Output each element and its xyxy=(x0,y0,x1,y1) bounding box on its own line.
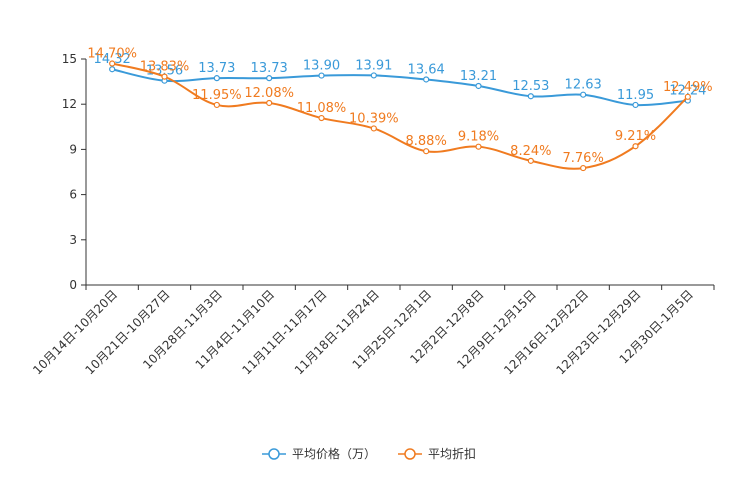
series-line-avg-price xyxy=(111,68,688,107)
y-tick-label: 9 xyxy=(69,142,77,156)
data-label: 11.95 xyxy=(617,88,654,103)
legend-label: 平均折扣 xyxy=(428,446,476,461)
data-point xyxy=(213,101,220,109)
legend-marker xyxy=(268,448,280,460)
data-point xyxy=(475,143,482,150)
data-label: 10.39% xyxy=(349,111,399,126)
data-label: 11.95% xyxy=(192,88,242,103)
data-label: 12.63 xyxy=(565,78,602,93)
data-label: 12.53 xyxy=(512,79,549,94)
data-point xyxy=(684,93,691,100)
y-tick-label: 0 xyxy=(69,278,77,292)
data-label: 13.83% xyxy=(140,60,190,75)
data-point xyxy=(266,99,273,107)
data-point xyxy=(213,75,220,82)
data-point xyxy=(109,60,116,67)
data-label: 9.21% xyxy=(615,129,656,144)
data-point xyxy=(527,157,534,164)
data-label: 13.56 xyxy=(146,64,183,79)
data-label: 12.24 xyxy=(669,84,706,99)
data-label: 13.64 xyxy=(408,62,445,77)
data-label: 14.70% xyxy=(87,47,137,62)
data-point xyxy=(318,114,325,122)
data-point xyxy=(632,101,639,109)
y-tick-label: 15 xyxy=(62,52,77,66)
data-label: 13.21 xyxy=(460,69,497,84)
data-point xyxy=(580,91,587,98)
series-line-avg-discount xyxy=(111,62,689,170)
data-point xyxy=(109,66,116,73)
data-label: 13.73 xyxy=(198,61,235,76)
legend-marker xyxy=(404,448,416,460)
data-label: 12.49% xyxy=(663,80,713,95)
y-tick-label: 6 xyxy=(69,188,77,202)
data-label: 13.73 xyxy=(251,61,288,76)
data-label: 14.32 xyxy=(94,52,131,67)
data-label: 8.88% xyxy=(406,134,447,149)
data-point xyxy=(370,72,377,79)
data-label: 13.90 xyxy=(303,59,340,74)
data-point xyxy=(318,72,325,79)
data-point xyxy=(632,143,639,150)
data-point xyxy=(580,164,587,172)
data-point xyxy=(527,93,534,100)
data-label: 11.08% xyxy=(297,101,347,116)
legend-label: 平均价格（万） xyxy=(292,446,376,461)
y-tick-label: 12 xyxy=(62,97,77,111)
y-tick-label: 3 xyxy=(69,233,77,247)
data-label: 8.24% xyxy=(510,144,551,159)
data-point xyxy=(475,82,482,90)
data-label: 7.76% xyxy=(563,151,604,166)
data-point xyxy=(423,76,430,83)
data-point xyxy=(266,75,273,82)
x-category-label: 10月14日-10月20日 xyxy=(30,287,120,377)
data-point xyxy=(423,148,430,155)
data-label: 13.91 xyxy=(355,58,392,73)
data-point xyxy=(370,125,377,132)
data-point xyxy=(161,73,168,80)
data-label: 12.08% xyxy=(244,86,294,101)
data-label: 9.18% xyxy=(458,130,499,145)
